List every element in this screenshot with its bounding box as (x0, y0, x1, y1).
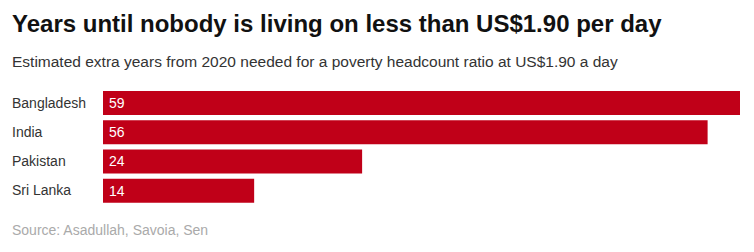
html-text:Estimated extra years from 202: Estimated extra years from 2020 needed f… (12, 53, 618, 70)
svg-text:59: 59 (109, 95, 125, 111)
svg-text:India: India (12, 124, 43, 140)
svg-text:24: 24 (109, 153, 125, 169)
html-text:Years until nobody is living o: Years until nobody is living on less tha… (12, 10, 662, 37)
svg-text:Sri Lanka: Sri Lanka (12, 182, 71, 198)
svg-text:56: 56 (109, 124, 125, 140)
html-text:Source: Asadullah, Savoia, Sen: Source: Asadullah, Savoia, Sen (12, 222, 209, 238)
svg-text:14: 14 (109, 183, 125, 199)
svg-text:Bangladesh: Bangladesh (12, 95, 86, 111)
svg-text:Pakistan: Pakistan (12, 153, 66, 169)
